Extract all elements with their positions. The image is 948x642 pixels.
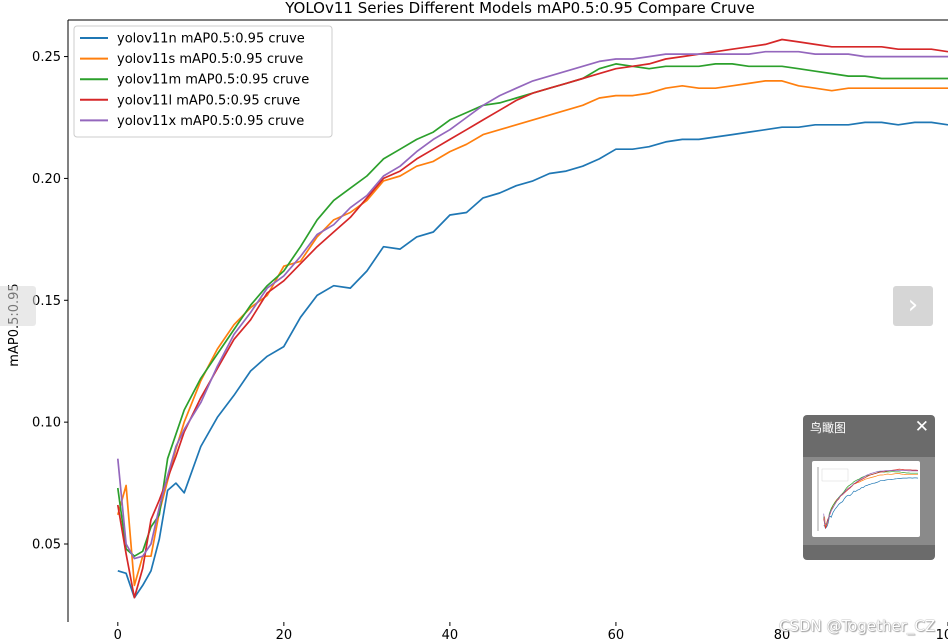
thumbnail-legend xyxy=(821,468,849,482)
y-tick-label: 0.20 xyxy=(32,172,61,187)
x-tick-label: 80 xyxy=(774,628,791,642)
birdseye-title: 鸟瞰图 xyxy=(810,421,847,435)
legend-label: yolov11x mAP0.5:0.95 cruve xyxy=(117,114,304,129)
chevron-right-icon: › xyxy=(907,290,919,320)
birdseye-header: 鸟瞰图 ✕ xyxy=(803,415,935,441)
chart-title: YOLOv11 Series Different Models mAP0.5:0… xyxy=(284,0,755,17)
y-tick-label: 0.10 xyxy=(32,416,61,431)
birdseye-panel: 鸟瞰图 ✕ xyxy=(803,415,935,560)
legend-label: yolov11l mAP0.5:0.95 cruve xyxy=(117,93,300,108)
y-tick-label: 0.25 xyxy=(32,50,61,65)
series-line-3 xyxy=(116,63,948,558)
x-tick-label: 100 xyxy=(936,628,948,642)
plot-area xyxy=(116,38,948,599)
thumbnail-chart-image xyxy=(817,467,919,531)
previous-image-tab[interactable] xyxy=(0,286,36,326)
watermark: CSDN @Together_CZ xyxy=(779,617,936,635)
legend: yolov11n mAP0.5:0.95 cruve yolov11s mAP0.… xyxy=(73,25,333,138)
x-tick-label: 60 xyxy=(608,628,625,642)
legend-label: yolov11s mAP0.5:0.95 cruve xyxy=(117,52,303,67)
thumbnail-series-line xyxy=(823,471,918,525)
thumbnail-series-line xyxy=(823,470,918,525)
x-tick-label: 20 xyxy=(276,628,293,642)
x-tick-label: 40 xyxy=(442,628,459,642)
next-image-button[interactable]: › xyxy=(893,286,933,326)
series-line-1 xyxy=(117,121,948,599)
x-tick-label: 0 xyxy=(114,628,122,642)
series-line-4 xyxy=(116,38,948,599)
thumbnail-series-line xyxy=(823,477,919,530)
legend-label: yolov11n mAP0.5:0.95 cruve xyxy=(117,32,305,47)
series-line-5 xyxy=(116,50,948,560)
legend-box xyxy=(73,25,333,138)
y-tick-label: 0.15 xyxy=(32,294,61,309)
series-line-2 xyxy=(116,80,948,587)
legend-label: yolov11m mAP0.5:0.95 cruve xyxy=(117,73,309,88)
axes: 0.05 0.10 0.15 0.20 0.25 0 20 40 60 80 100 xyxy=(32,19,948,642)
close-icon[interactable]: ✕ xyxy=(914,417,929,437)
birdseye-thumbnail[interactable] xyxy=(812,461,920,537)
y-tick-label: 0.05 xyxy=(32,538,61,553)
